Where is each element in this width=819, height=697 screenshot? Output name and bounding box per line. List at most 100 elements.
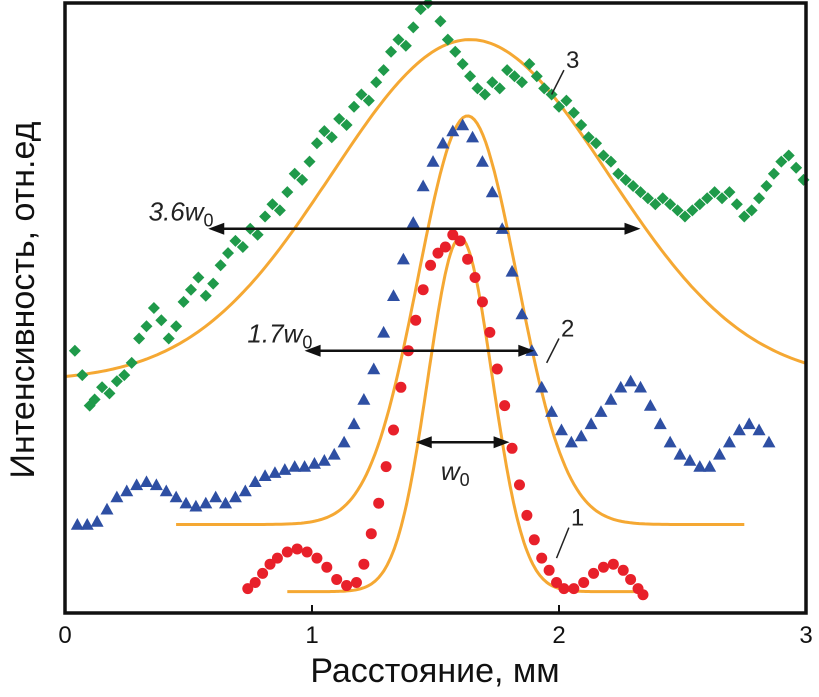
- data-point-series-2: [396, 252, 410, 265]
- data-point-series-2: [594, 405, 608, 417]
- data-point-series-2: [317, 454, 331, 466]
- data-point-series-1: [439, 241, 451, 253]
- data-point-series-3: [76, 369, 89, 382]
- curve-label-2: 2: [561, 316, 574, 343]
- data-point-series-1: [558, 583, 570, 595]
- data-point-series-3: [775, 155, 788, 168]
- data-point-series-3: [273, 204, 286, 217]
- data-point-series-2: [564, 435, 578, 448]
- data-point-series-1: [425, 259, 437, 271]
- data-point-series-1: [597, 561, 609, 573]
- data-point-series-1: [476, 296, 488, 308]
- annotation-text: 1.7w: [247, 319, 304, 349]
- x-axis-title: Расстояние, мм: [310, 652, 559, 690]
- data-point-series-3: [627, 180, 640, 192]
- data-point-series-3: [96, 381, 109, 394]
- data-point-series-2: [634, 380, 648, 393]
- data-point-series-3: [619, 173, 632, 186]
- plot-frame: [63, 1, 808, 615]
- data-point-series-2: [209, 490, 223, 503]
- data-point-series-1: [454, 235, 466, 247]
- data-point-series-3: [222, 247, 235, 260]
- data-point-series-3: [678, 210, 691, 223]
- data-point-series-2: [643, 399, 657, 411]
- arrow-head-right: [624, 222, 641, 235]
- data-point-series-1: [301, 546, 313, 558]
- data-point-series-2: [693, 460, 707, 472]
- data-point-series-3: [266, 198, 279, 211]
- data-point-series-2: [466, 130, 480, 143]
- data-point-series-3: [318, 125, 331, 138]
- data-point-series-3: [523, 58, 536, 70]
- data-point-series-3: [686, 204, 699, 217]
- data-point-series-3: [753, 192, 766, 205]
- data-point-series-2: [307, 457, 321, 469]
- data-point-series-3: [708, 186, 721, 199]
- data-point-series-3: [177, 295, 190, 308]
- data-point-series-1: [578, 577, 590, 588]
- data-point-series-1: [617, 564, 629, 576]
- data-point-series-3: [259, 210, 272, 223]
- data-point-series-3: [760, 180, 773, 192]
- data-point-series-2: [258, 469, 272, 481]
- data-point-series-3: [530, 70, 543, 83]
- curve-label-leader: [550, 69, 565, 95]
- data-point-series-3: [508, 70, 521, 83]
- data-point-series-2: [120, 484, 134, 497]
- data-point-series-1: [432, 247, 444, 259]
- data-point-series-2: [416, 179, 430, 192]
- data-point-series-2: [624, 374, 638, 387]
- fit-curves: [64, 38, 807, 594]
- data-point-series-3: [641, 192, 654, 205]
- data-point-series-3: [767, 167, 780, 180]
- data-point-series-3: [441, 33, 454, 46]
- x-tick-label: 2: [552, 622, 565, 649]
- data-point-series-2: [219, 496, 233, 509]
- data-point-series-3: [597, 149, 610, 162]
- data-point-series-2: [159, 484, 173, 497]
- data-point-series-2: [406, 216, 420, 228]
- fit-curve-2: [176, 114, 745, 526]
- data-point-series-3: [693, 198, 706, 211]
- data-point-series-1: [521, 509, 533, 521]
- width-arrows: [208, 222, 641, 449]
- data-point-series-2: [446, 124, 460, 137]
- data-point-series-3: [738, 210, 751, 223]
- data-point-series-3: [745, 204, 758, 217]
- arrow-head-left: [208, 222, 225, 235]
- data-point-series-3: [590, 137, 603, 150]
- data-point-series-1: [281, 546, 293, 558]
- data-point-series-3: [170, 320, 183, 333]
- data-point-series-3: [155, 314, 168, 327]
- data-point-series-3: [716, 192, 729, 205]
- data-point-series-3: [456, 58, 469, 70]
- data-point-series-1: [506, 442, 518, 454]
- data-point-series-1: [543, 564, 555, 576]
- data-point-series-3: [515, 76, 528, 89]
- data-point-series-3: [790, 161, 803, 174]
- data-point-series-2: [179, 496, 193, 509]
- data-point-series-3: [501, 64, 514, 77]
- data-point-series-2: [367, 362, 381, 375]
- data-point-series-2: [140, 475, 154, 488]
- data-point-series-3: [347, 100, 360, 113]
- data-point-series-3: [310, 137, 323, 150]
- data-point-series-3: [414, 3, 427, 16]
- data-point-series-3: [370, 76, 383, 89]
- data-point-series-1: [637, 589, 649, 601]
- data-point-series-2: [456, 118, 470, 131]
- data-point-series-1: [462, 253, 474, 265]
- data-point-series-3: [664, 198, 677, 211]
- data-point-series-3: [68, 344, 81, 357]
- data-point-series-3: [464, 70, 477, 83]
- data-point-series-2: [100, 502, 114, 515]
- data-point-series-2: [584, 417, 598, 430]
- data-point-series-1: [551, 577, 563, 588]
- data-point-series-1: [528, 534, 540, 546]
- data-point-series-1: [249, 577, 261, 588]
- data-point-series-1: [417, 284, 429, 296]
- data-point-series-2: [673, 447, 687, 460]
- data-point-series-3: [392, 33, 405, 46]
- data-point-series-2: [732, 423, 746, 436]
- data-point-series-3: [434, 15, 447, 28]
